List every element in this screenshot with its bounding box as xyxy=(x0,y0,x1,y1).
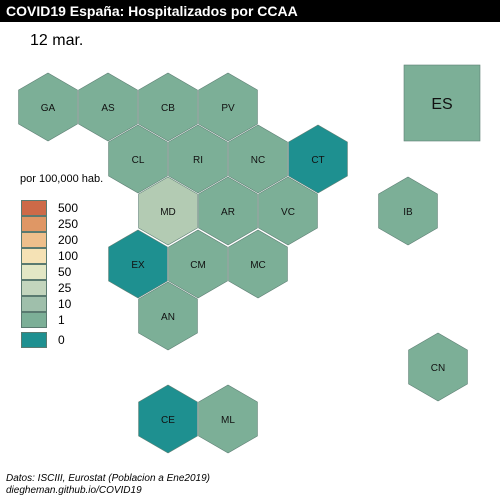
legend-label-25: 25 xyxy=(58,281,72,295)
hex-label-ml: ML xyxy=(221,415,235,426)
hex-label-an: AN xyxy=(161,312,175,323)
date-label: 12 mar. xyxy=(30,32,84,49)
legend-swatch-1 xyxy=(21,312,47,328)
hex-label-as: AS xyxy=(101,103,115,114)
hex-mc xyxy=(228,229,288,299)
hex-ar xyxy=(198,176,258,246)
hex-label-cb: CB xyxy=(161,103,175,114)
hex-label-ib: IB xyxy=(403,207,413,218)
hex-ex xyxy=(108,229,168,299)
hex-md xyxy=(138,176,198,246)
hex-cn xyxy=(408,332,468,402)
legend-swatch-250 xyxy=(21,216,47,232)
hex-ct xyxy=(288,124,348,194)
hex-label-nc: NC xyxy=(251,155,265,166)
hex-label-mc: MC xyxy=(250,260,266,271)
hex-ib xyxy=(378,176,438,246)
hex-label-ct: CT xyxy=(311,155,324,166)
credits-source: Datos: ISCIII, Eurostat (Poblacion a Ene… xyxy=(6,473,210,484)
hex-ml xyxy=(198,384,258,454)
hex-label-cl: CL xyxy=(132,155,145,166)
legend-swatch-100 xyxy=(21,248,47,264)
hex-label-ex: EX xyxy=(131,260,145,271)
hex-ga xyxy=(18,72,78,142)
hex-an xyxy=(138,281,198,351)
hex-label-vc: VC xyxy=(281,207,295,218)
hex-label-pv: PV xyxy=(221,103,235,114)
legend-label-0: 0 xyxy=(58,333,65,347)
hex-pv xyxy=(198,72,258,142)
hex-label-ce: CE xyxy=(161,415,175,426)
legend-swatch-200 xyxy=(21,232,47,248)
hex-cm xyxy=(168,229,228,299)
legend-swatch-500 xyxy=(21,200,47,216)
hex-vc xyxy=(258,176,318,246)
legend-label-50: 50 xyxy=(58,265,72,279)
legend-label-100: 100 xyxy=(58,249,79,263)
hex-ce xyxy=(138,384,198,454)
hex-label-cm: CM xyxy=(190,260,206,271)
hex-ri xyxy=(168,124,228,194)
legend-label-10: 10 xyxy=(58,297,72,311)
legend-title: por 100,000 hab. xyxy=(20,173,104,185)
hex-label-ri: RI xyxy=(193,155,203,166)
legend-label-1: 1 xyxy=(58,313,65,327)
hex-as xyxy=(78,72,138,142)
legend-label-200: 200 xyxy=(58,233,79,247)
hex-label-ga: GA xyxy=(41,103,56,114)
hex-cl xyxy=(108,124,168,194)
hex-label-ar: AR xyxy=(221,207,235,218)
legend-swatch-10 xyxy=(21,296,47,312)
hex-label-md: MD xyxy=(160,207,176,218)
credits-url: diegheman.github.io/COVID19 xyxy=(6,485,142,496)
hex-nc xyxy=(228,124,288,194)
legend-label-500: 500 xyxy=(58,201,79,215)
legend-swatch-50 xyxy=(21,264,47,280)
credits: Datos: ISCIII, Eurostat (Poblacion a Ene… xyxy=(6,473,210,497)
legend-swatch-25 xyxy=(21,280,47,296)
square-label-es: ES xyxy=(431,96,452,113)
hex-cb xyxy=(138,72,198,142)
hex-label-cn: CN xyxy=(431,363,445,374)
chart-title: COVID19 España: Hospitalizados por CCAA xyxy=(0,0,500,22)
legend-label-250: 250 xyxy=(58,217,79,231)
square-es xyxy=(403,64,481,142)
legend-swatch-0 xyxy=(21,332,47,348)
